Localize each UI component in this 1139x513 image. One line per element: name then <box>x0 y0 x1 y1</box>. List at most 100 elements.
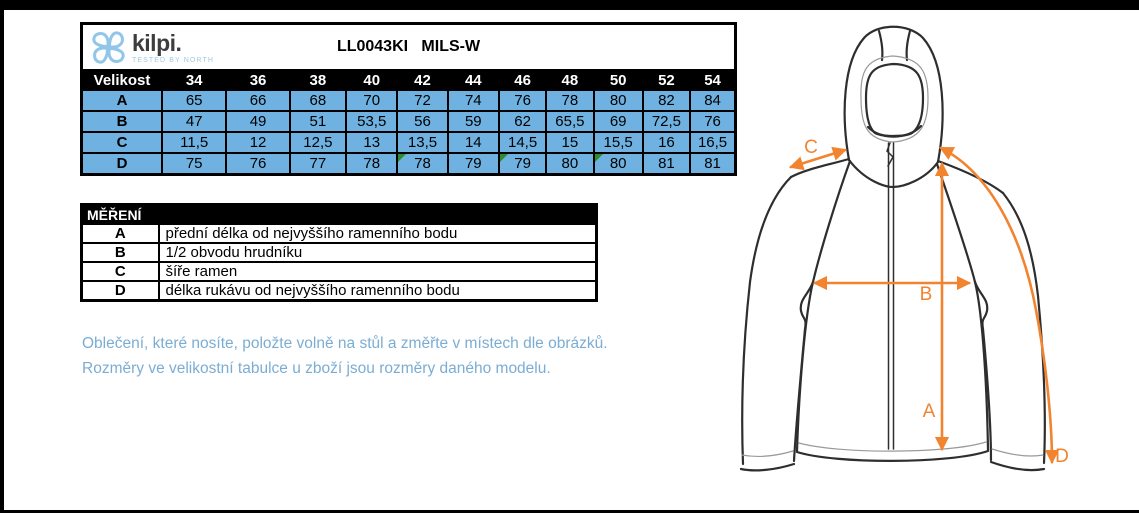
page-border-left <box>0 0 4 513</box>
row-label-D: D <box>80 152 163 176</box>
cell-C-48: 15 <box>545 131 595 154</box>
cell-D-46: 79 <box>497 152 548 176</box>
label-B: B <box>920 284 933 305</box>
cell-A-50: 80 <box>592 89 644 112</box>
cell-B-42: 56 <box>396 110 449 133</box>
legend-description-D: délka rukávu od nejvyššího ramenního bod… <box>157 280 598 302</box>
cell-A-46: 76 <box>497 89 548 112</box>
label-C: C <box>804 137 818 158</box>
size-column-38: 38 <box>288 69 348 91</box>
cell-C-52: 16 <box>641 131 692 154</box>
cell-B-48: 65,5 <box>545 110 595 133</box>
cell-D-34: 75 <box>160 152 228 176</box>
cell-C-36: 12 <box>225 131 291 154</box>
arrow-C-shoulder-width <box>788 146 848 171</box>
cell-A-34: 65 <box>160 89 228 112</box>
legend-key-D: D <box>80 280 160 302</box>
size-header-label: Velikost <box>80 69 163 91</box>
size-column-40: 40 <box>345 69 399 91</box>
cell-D-36: 76 <box>225 152 291 176</box>
legend-key-A: A <box>80 223 160 244</box>
brand-name: kilpi. <box>132 29 182 56</box>
cell-D-52: 81 <box>641 152 692 176</box>
cell-A-52: 82 <box>641 89 692 112</box>
row-label-B: B <box>80 110 163 133</box>
cell-C-38: 12,5 <box>288 131 348 154</box>
page-border-top <box>0 0 1139 10</box>
cell-C-40: 13 <box>345 131 399 154</box>
instruction-line-1: Oblečení, které nosíte, položte volně na… <box>82 335 608 352</box>
cell-D-44: 79 <box>446 152 500 176</box>
size-row-C: C 11,5 12 12,5 13 13,5 14 14,5 15 15,5 16 16,5 <box>80 131 737 154</box>
size-column-46: 46 <box>497 69 548 91</box>
measurement-legend-header: MĚŘENÍ <box>80 203 598 225</box>
size-chart-title-row: kilpi. TESTED BY NORTH LL0043KI MILS-W <box>80 22 737 71</box>
size-column-50: 50 <box>592 69 644 91</box>
size-column-42: 42 <box>396 69 449 91</box>
cell-D-38: 77 <box>288 152 348 176</box>
size-chart-table: kilpi. TESTED BY NORTH LL0043KI MILS-W V… <box>80 22 737 176</box>
cell-D-42: 78 <box>396 152 449 176</box>
legend-description-A: přední délka od nejvyššího ramenního bod… <box>157 223 598 244</box>
size-row-A: A 65 66 68 70 72 74 76 78 80 82 84 <box>80 89 737 112</box>
size-column-34: 34 <box>160 69 228 91</box>
cell-B-50: 69 <box>592 110 644 133</box>
row-label-C: C <box>80 131 163 154</box>
size-column-52: 52 <box>641 69 692 91</box>
cell-D-50: 80 <box>592 152 644 176</box>
size-column-48: 48 <box>545 69 595 91</box>
cell-B-44: 59 <box>446 110 500 133</box>
cell-flag-icon <box>399 154 407 162</box>
legend-key-B: B <box>80 242 160 263</box>
kilpi-logo: kilpi. TESTED BY NORTH <box>90 29 214 66</box>
row-label-A: A <box>80 89 163 112</box>
cell-D-54: 81 <box>689 152 737 176</box>
size-column-36: 36 <box>225 69 291 91</box>
cell-B-36: 49 <box>225 110 291 133</box>
page-border-bottom <box>0 510 1139 513</box>
size-column-44: 44 <box>446 69 500 91</box>
cell-C-34: 11,5 <box>160 131 228 154</box>
size-row-B: B 47 49 51 53,5 56 59 62 65,5 69 72,5 76 <box>80 110 737 133</box>
brand-slogan: TESTED BY NORTH <box>132 56 214 64</box>
jacket-outline-drawing <box>739 25 1046 472</box>
size-header-row: Velikost 34 36 38 40 42 44 46 48 50 52 54 <box>80 69 737 91</box>
size-column-54: 54 <box>689 69 737 91</box>
cell-C-50: 15,5 <box>592 131 644 154</box>
cell-B-40: 53,5 <box>345 110 399 133</box>
cell-A-42: 72 <box>396 89 449 112</box>
cell-C-44: 14 <box>446 131 500 154</box>
product-code-title: LL0043KI MILS-W <box>336 38 481 55</box>
cell-A-48: 78 <box>545 89 595 112</box>
instruction-line-2: Rozměry ve velikostní tabulce u zboží js… <box>82 360 551 377</box>
cell-C-42: 13,5 <box>396 131 449 154</box>
label-D: D <box>1055 446 1069 467</box>
measurement-legend-title: MĚŘENÍ <box>80 203 598 225</box>
cell-A-54: 84 <box>689 89 737 112</box>
cell-B-34: 47 <box>160 110 228 133</box>
measurement-arrows: C B A D <box>788 137 1069 467</box>
legend-key-C: C <box>80 261 160 282</box>
measuring-instructions: Oblečení, které nosíte, položte volně na… <box>82 331 608 381</box>
size-row-D: D 75 76 77 78 78 79 79 80 80 81 81 <box>80 152 737 176</box>
cell-B-46: 62 <box>497 110 548 133</box>
cell-flag-icon <box>500 154 508 162</box>
arrow-D-sleeve-length <box>939 146 1060 465</box>
label-A: A <box>923 401 936 422</box>
cell-B-52: 72,5 <box>641 110 692 133</box>
legend-description-B: 1/2 obvodu hrudníku <box>157 242 598 263</box>
legend-row-B: B 1/2 obvodu hrudníku <box>80 242 598 263</box>
cell-A-44: 74 <box>446 89 500 112</box>
cell-A-40: 70 <box>345 89 399 112</box>
cell-C-46: 14,5 <box>497 131 548 154</box>
cell-D-48: 80 <box>545 152 595 176</box>
cell-D-40: 78 <box>345 152 399 176</box>
legend-description-C: šíře ramen <box>157 261 598 282</box>
cell-A-36: 66 <box>225 89 291 112</box>
cell-flag-icon <box>595 154 603 162</box>
cell-A-38: 68 <box>288 89 348 112</box>
